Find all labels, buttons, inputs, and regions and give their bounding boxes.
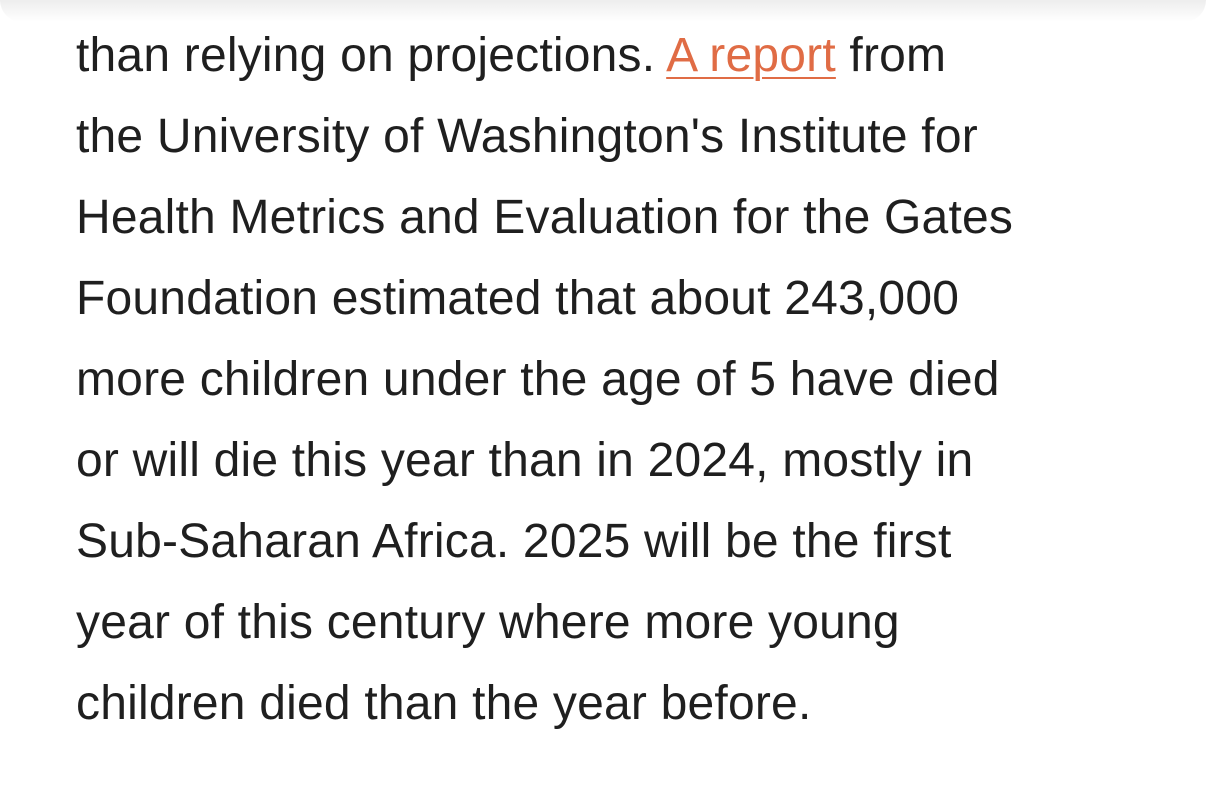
text-before-link: than relying on projections. [76, 29, 667, 82]
text-after-link: from [835, 29, 947, 82]
text-line-8: year of this century where more young [76, 596, 900, 649]
article-paragraph: than relying on projections. A report fr… [76, 15, 1156, 744]
text-line-4: Foundation estimated that about 243,000 [76, 272, 960, 325]
text-line-7: Sub-Saharan Africa. 2025 will be the fir… [76, 515, 952, 568]
report-link[interactable]: A report [666, 29, 836, 82]
text-line-3: Health Metrics and Evaluation for the Ga… [76, 191, 1014, 244]
text-line-1: than relying on projections. A report fr… [76, 15, 1156, 96]
text-line-2: the University of Washington's Institute… [76, 110, 978, 163]
text-line-6: or will die this year than in 2024, most… [76, 434, 974, 487]
article-body: than relying on projections. A report fr… [76, 15, 1156, 744]
text-line-9: children died than the year before. [76, 677, 812, 730]
text-line-5: more children under the age of 5 have di… [76, 353, 1000, 406]
